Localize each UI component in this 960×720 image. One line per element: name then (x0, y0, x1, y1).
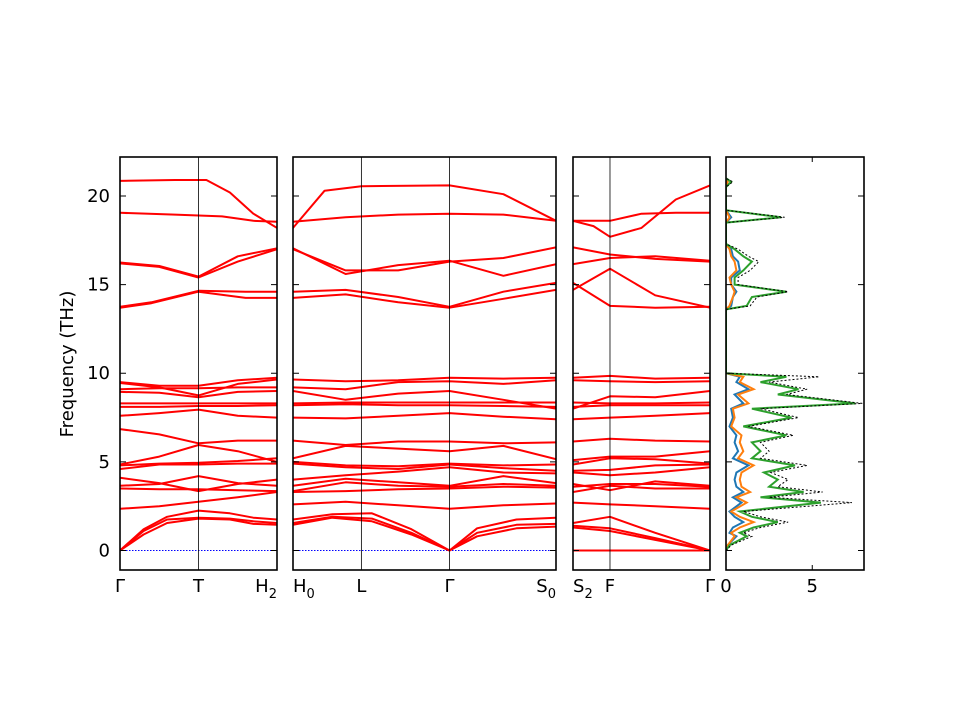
phonon-band-6 (293, 481, 556, 493)
panel-3: S2 F Γ (572, 156, 715, 602)
dos-curve-2 (726, 177, 757, 551)
phonon-band-2 (293, 515, 556, 552)
plot-area (293, 184, 556, 552)
x-tick-label: 0 (720, 576, 731, 597)
y-tick-label: 10 (87, 363, 110, 384)
x-tick-label-subscript: 2 (269, 587, 277, 602)
phonon-band-13 (573, 437, 710, 443)
dos-curve-4 (726, 177, 863, 551)
phonon-band-6 (573, 484, 710, 493)
x-tick-label-text: L (356, 576, 366, 597)
phonon-band-21 (293, 246, 556, 272)
phonon-band-7 (573, 483, 710, 488)
phonon-band-4 (293, 500, 556, 510)
x-tick-label: H2 (255, 576, 277, 602)
y-tick-label: 20 (87, 186, 110, 207)
x-tick-label-text: T (192, 576, 205, 597)
phonon-band-24 (573, 211, 710, 222)
phonon-band-19 (293, 288, 556, 309)
dos-curve-1 (726, 177, 751, 551)
x-tick-label-text: S (536, 576, 547, 597)
phonon-band-8 (573, 480, 710, 492)
panel-frame (292, 156, 557, 571)
phonon-band-20 (573, 267, 710, 309)
phonon-band-18 (293, 376, 556, 383)
phonon-band-17 (293, 379, 556, 391)
phonon-band-15 (293, 401, 556, 405)
x-tick-label-text: H (255, 576, 269, 597)
x-tick-label-text: S (573, 576, 584, 597)
plot-area (573, 184, 710, 552)
phonon-band-12 (573, 450, 710, 462)
phonon-band-3 (293, 512, 556, 552)
phonon-band-7 (293, 475, 556, 487)
x-tick-label: Γ (115, 576, 125, 597)
panel-2: H0 L Γ S0 (292, 156, 557, 602)
x-tick-label: 5 (807, 576, 818, 597)
x-tick-label: Γ (705, 576, 715, 597)
phonon-band-17 (573, 390, 710, 410)
x-tick-label: S2 (573, 576, 593, 602)
panel-frame (725, 156, 865, 571)
phonon-band-23 (293, 212, 556, 223)
phonon-band-3 (573, 524, 710, 552)
phonon-band-12 (293, 439, 556, 446)
y-axis-label: Frequency (THz) (57, 291, 78, 438)
phonon-band-21 (573, 281, 710, 309)
phonon-band-25 (573, 184, 710, 238)
phonon-band-11 (573, 457, 710, 466)
phonon-band-13 (293, 412, 556, 421)
phonon-band-8 (293, 466, 556, 481)
y-tick-label: 0 (99, 541, 110, 562)
panel-frame (119, 156, 278, 571)
x-tick-label-subscript: 0 (307, 587, 315, 602)
x-tick-label-subscript: 0 (548, 587, 556, 602)
phonon-band-9 (293, 462, 556, 472)
x-tick-label: H0 (293, 576, 315, 602)
x-tick-label: L (356, 576, 366, 597)
phonon-band-23 (573, 255, 710, 266)
phonon-band-10 (293, 460, 556, 468)
x-tick-label: Γ (444, 576, 454, 597)
phonon-band-9 (573, 466, 710, 477)
x-tick-label: T (192, 576, 205, 597)
phonon-band-20 (293, 281, 556, 308)
x-tick-label: S0 (536, 576, 556, 602)
x-tick-label-text: Γ (444, 576, 454, 597)
phonon-band-11 (293, 444, 556, 461)
x-tick-label-text: Γ (705, 576, 715, 597)
phonon-band-23 (120, 211, 277, 223)
phonon-band-5 (573, 501, 710, 510)
phonon-band-24 (120, 179, 277, 229)
panel-frame (572, 156, 711, 571)
phonon-band-4 (573, 515, 710, 552)
phonon-band-14 (293, 403, 556, 408)
y-tick-label: 15 (87, 275, 110, 296)
phonon-band-16 (293, 390, 556, 410)
phonon-band-14 (573, 412, 710, 421)
phonon-band-22 (293, 247, 556, 277)
x-tick-label-subscript: 2 (584, 587, 592, 602)
phonon-band-15 (573, 404, 710, 408)
phonon-band-18 (573, 379, 710, 384)
x-tick-label: F (605, 576, 615, 597)
x-tick-label-text: F (605, 576, 615, 597)
plot-area (726, 177, 863, 552)
x-tick-label-text: H (293, 576, 307, 597)
phonon-band-19 (573, 374, 710, 380)
y-tick-label: 5 (99, 452, 110, 473)
phonon-band-10 (573, 463, 710, 472)
phonon-band-5 (293, 485, 556, 493)
x-tick-label-text: Γ (115, 576, 125, 597)
phonon-band-24 (293, 184, 556, 229)
